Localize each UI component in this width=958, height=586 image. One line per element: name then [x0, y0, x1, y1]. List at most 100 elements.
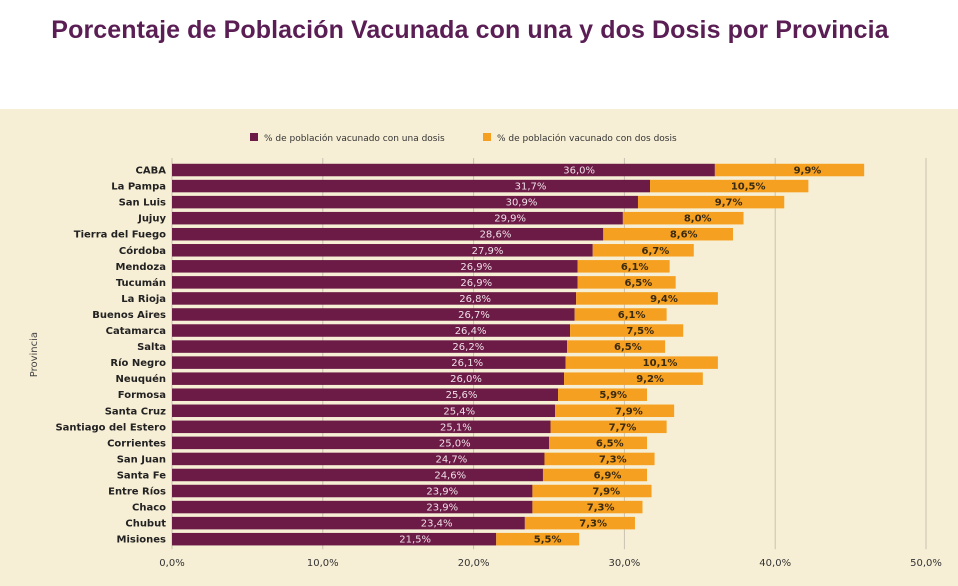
category-label: Corrientes — [107, 438, 166, 449]
data-label-one-dose: 26,0% — [450, 374, 482, 385]
data-label-one-dose: 26,8% — [459, 294, 491, 305]
category-label: Río Negro — [110, 357, 166, 369]
data-label-two-doses: 7,5% — [626, 326, 654, 337]
bar-two-doses — [574, 308, 667, 321]
data-label-one-dose: 26,2% — [452, 342, 484, 353]
data-label-two-doses: 6,9% — [594, 470, 622, 481]
bar-one-dose — [172, 179, 651, 193]
bar-one-dose — [172, 195, 638, 209]
data-label-one-dose: 25,0% — [439, 438, 471, 449]
category-label: Santa Cruz — [105, 406, 166, 417]
x-tick-label: 40,0% — [759, 558, 791, 569]
bar-one-dose — [172, 244, 593, 257]
bar-one-dose — [172, 227, 604, 241]
bar-one-dose — [172, 500, 533, 514]
bar-one-dose — [172, 356, 566, 369]
data-label-one-dose: 36,0% — [563, 166, 595, 177]
data-label-two-doses: 5,9% — [599, 390, 627, 401]
category-label: Catamarca — [106, 326, 166, 337]
data-label-two-doses: 10,5% — [731, 182, 766, 193]
bar-two-doses — [714, 163, 865, 177]
data-label-two-doses: 7,3% — [599, 454, 627, 465]
bar-two-doses — [577, 276, 676, 289]
data-label-two-doses: 9,7% — [715, 198, 743, 209]
bar-two-doses — [524, 516, 635, 530]
data-label-two-doses: 7,9% — [592, 487, 620, 498]
bar-two-doses — [496, 532, 580, 546]
bar-two-doses — [558, 388, 648, 401]
data-label-one-dose: 24,7% — [435, 454, 467, 465]
category-label: Entre Ríos — [108, 486, 166, 498]
bar-two-doses — [532, 484, 652, 498]
data-label-two-doses: 6,5% — [625, 278, 653, 289]
data-label-two-doses: 7,3% — [579, 519, 607, 530]
data-label-one-dose: 27,9% — [472, 246, 504, 257]
data-label-one-dose: 25,4% — [443, 406, 475, 417]
data-label-one-dose: 28,6% — [480, 230, 512, 241]
bar-two-doses — [550, 420, 667, 434]
bar-one-dose — [172, 308, 575, 321]
category-label: Mendoza — [116, 262, 166, 273]
bar-one-dose — [172, 372, 565, 385]
category-label: Santiago del Estero — [55, 422, 166, 433]
category-label: San Juan — [117, 454, 166, 465]
data-label-one-dose: 24,6% — [434, 470, 466, 481]
legend-label-one-dose: % de población vacunado con una dosis — [264, 133, 445, 144]
bar-one-dose — [172, 484, 533, 498]
legend-label-two-doses: % de población vacunado con dos dosis — [497, 133, 677, 144]
bar-one-dose — [172, 516, 525, 530]
bar-two-doses — [555, 404, 675, 418]
data-label-one-dose: 30,9% — [506, 198, 538, 209]
bar-one-dose — [172, 211, 623, 225]
data-label-one-dose: 26,4% — [455, 326, 487, 337]
category-label: Misiones — [117, 535, 167, 546]
data-label-two-doses: 6,1% — [621, 262, 649, 273]
data-label-two-doses: 7,3% — [587, 503, 615, 514]
data-label-two-doses: 6,5% — [596, 438, 624, 449]
data-label-two-doses: 9,2% — [636, 374, 664, 385]
bar-one-dose — [172, 276, 578, 289]
bar-one-dose — [172, 452, 545, 466]
bar-two-doses — [542, 468, 648, 482]
bar-two-doses — [576, 292, 718, 305]
x-tick-label: 50,0% — [910, 558, 942, 569]
x-tick-label: 0,0% — [159, 558, 184, 569]
bar-one-dose — [172, 260, 578, 273]
data-label-two-doses: 5,5% — [534, 535, 562, 546]
x-tick-label: 30,0% — [609, 558, 641, 569]
category-label: Tierra del Fuego — [74, 230, 166, 241]
bar-two-doses — [637, 195, 785, 209]
category-label: Chaco — [132, 503, 166, 514]
category-label: Buenos Aires — [92, 310, 166, 321]
bar-two-doses — [544, 452, 655, 466]
bar-two-doses — [592, 244, 694, 257]
legend-swatch-two-doses — [483, 133, 491, 141]
data-label-one-dose: 26,9% — [460, 278, 492, 289]
data-label-one-dose: 23,9% — [426, 503, 458, 514]
bar-two-doses — [603, 227, 733, 241]
bar-one-dose — [172, 292, 577, 305]
data-label-one-dose: 23,4% — [421, 519, 453, 530]
bar-one-dose — [172, 163, 715, 177]
chart-title: Porcentaje de Población Vacunada con una… — [51, 16, 889, 44]
category-label: Santa Fe — [117, 470, 167, 481]
data-label-one-dose: 26,7% — [458, 310, 490, 321]
category-label: Tucumán — [116, 277, 166, 289]
bar-two-doses — [565, 356, 718, 369]
bar-two-doses — [567, 340, 666, 353]
bar-one-dose — [172, 340, 568, 353]
data-label-two-doses: 9,4% — [650, 294, 678, 305]
bar-one-dose — [172, 324, 571, 337]
data-label-one-dose: 23,9% — [426, 487, 458, 498]
y-axis-title: Provincia — [29, 332, 40, 377]
category-label: San Luis — [119, 198, 166, 209]
data-label-two-doses: 6,1% — [618, 310, 646, 321]
bar-two-doses — [650, 179, 809, 193]
data-label-two-doses: 9,9% — [794, 166, 822, 177]
category-label: Formosa — [118, 390, 166, 401]
bar-one-dose — [172, 532, 497, 546]
data-label-two-doses: 8,6% — [670, 230, 698, 241]
bar-one-dose — [172, 436, 549, 450]
data-label-one-dose: 29,9% — [494, 214, 526, 225]
